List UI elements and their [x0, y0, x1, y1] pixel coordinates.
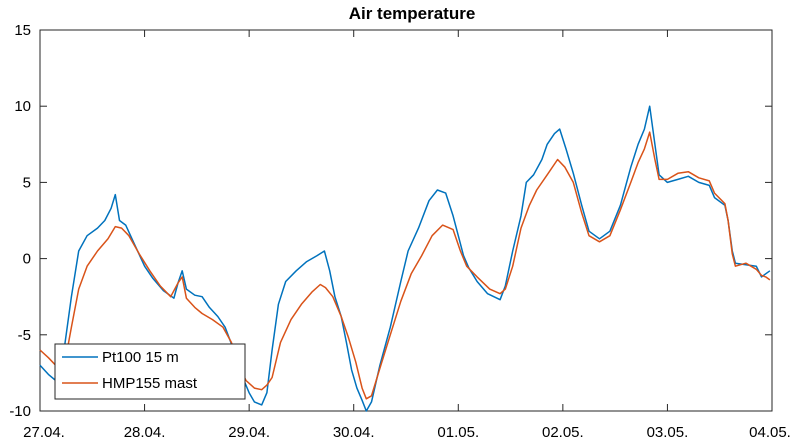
- legend-label-pt100: Pt100 15 m: [102, 349, 179, 366]
- axis-tick-labels: 27.04. 28.04. 29.04. 30.04. 01.05. 02.05. 03.0…: [9, 22, 791, 441]
- legend-box: [54, 343, 246, 400]
- x-tick-label: 02.05.: [542, 424, 584, 441]
- x-tick-label: 01.05.: [437, 424, 479, 441]
- chart-title: Air temperature: [349, 4, 476, 23]
- y-tick-label: -5: [18, 327, 31, 344]
- legend: Pt100 15 m HMP155 mast: [54, 343, 246, 400]
- y-tick-label: 0: [23, 251, 31, 268]
- series-line-hmp155: [39, 131, 771, 400]
- x-tick-label: 30.04.: [333, 424, 375, 441]
- y-tick-label: 5: [23, 174, 31, 191]
- series-lines: [39, 105, 771, 412]
- axis-ticks: [39, 29, 773, 412]
- x-tick-label: 04.05.: [749, 424, 791, 441]
- y-tick-label: 10: [14, 98, 31, 115]
- x-tick-label: 29.04.: [228, 424, 270, 441]
- x-tick-label: 03.05.: [647, 424, 689, 441]
- x-tick-label: 28.04.: [124, 424, 166, 441]
- legend-label-hmp155: HMP155 mast: [102, 375, 198, 392]
- y-tick-label: -10: [9, 403, 31, 420]
- x-tick-label: 27.04.: [23, 424, 65, 441]
- plot-area-frame: [39, 29, 773, 412]
- y-tick-label: 15: [14, 22, 31, 39]
